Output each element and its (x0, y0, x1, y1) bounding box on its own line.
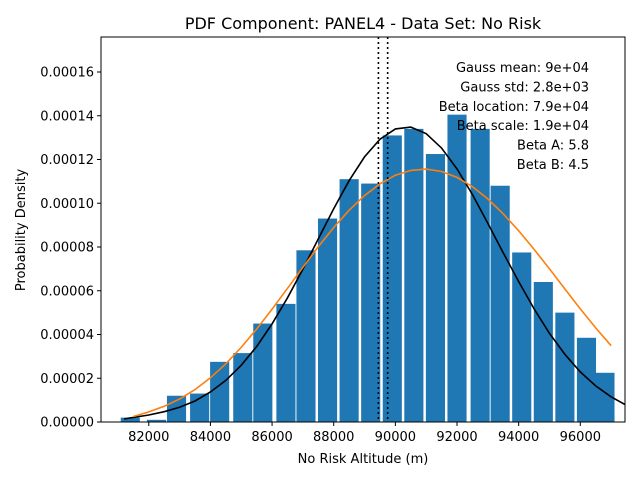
histogram-bar (512, 252, 532, 422)
y-tick-label: 0.00010 (40, 197, 94, 212)
x-tick-label: 96000 (560, 430, 601, 445)
histogram-bar (317, 218, 338, 422)
histogram-bar (470, 128, 490, 422)
y-tick-label: 0.00006 (40, 284, 94, 299)
beta-fit-curve (133, 168, 612, 418)
fit-parameter-text: Beta B: 4.5 (517, 158, 589, 173)
y-tick-label: 0.00012 (40, 153, 94, 168)
y-tick-label: 0.00000 (40, 416, 94, 431)
x-axis-label: No Risk Altitude (m) (298, 452, 429, 467)
x-tick-label: 84000 (190, 430, 231, 445)
fit-parameters-annotation: Gauss mean: 9e+04 Gauss std: 2.8e+03 Beta … (439, 61, 589, 173)
y-axis-label: Probability Density (14, 169, 29, 292)
y-tick-label: 0.00014 (40, 109, 94, 124)
histogram-bar (233, 353, 253, 422)
histogram-bars (120, 114, 615, 422)
fit-parameter-text: Gauss mean: 9e+04 (456, 61, 589, 76)
histogram-bar (425, 154, 445, 422)
x-tick-label: 90000 (375, 430, 416, 445)
histogram-bar (146, 419, 167, 422)
histogram-bar (253, 323, 273, 422)
histogram-bar (490, 185, 510, 422)
x-tick-label: 82000 (128, 430, 169, 445)
histogram-bar (555, 312, 575, 422)
x-tick-label: 94000 (498, 430, 539, 445)
gauss-fit-curve (123, 126, 625, 420)
histogram-bar (339, 179, 359, 422)
y-tick-label: 0.00002 (40, 372, 94, 387)
x-tick-label: 88000 (313, 430, 354, 445)
histogram-bar (576, 337, 597, 422)
histogram-bar (276, 303, 296, 422)
chart-title: PDF Component: PANEL4 - Data Set: No Ris… (185, 14, 542, 33)
histogram-bar (210, 361, 230, 422)
histogram-bar (595, 372, 615, 422)
histogram-bar (296, 250, 316, 422)
histogram-bar (404, 128, 424, 422)
fit-parameter-text: Beta A: 5.8 (517, 139, 589, 154)
fit-parameter-text: Beta scale: 1.9e+04 (457, 119, 589, 134)
plot-area: 82000 84000 86000 88000 90000 92000 94000 96000… (40, 36, 626, 445)
y-tick-label: 0.00004 (40, 328, 94, 343)
fit-parameter-text: Gauss std: 2.8e+03 (460, 80, 589, 95)
x-tick-label: 92000 (436, 430, 477, 445)
histogram-bar (361, 183, 381, 422)
y-tick-label: 0.00016 (40, 66, 94, 81)
y-tick-label: 0.00008 (40, 241, 94, 256)
histogram-bar (382, 135, 402, 422)
plot-frame (100, 36, 626, 423)
histogram-bar (447, 114, 467, 422)
histogram-bar (533, 282, 553, 422)
histogram-bar (120, 417, 140, 422)
fit-parameter-text: Beta location: 7.9e+04 (439, 100, 589, 115)
x-tick-label: 86000 (251, 430, 292, 445)
